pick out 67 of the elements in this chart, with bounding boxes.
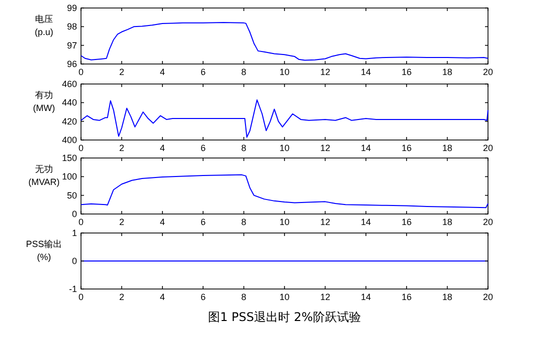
x-tick-label: 2 xyxy=(119,67,124,77)
x-tick-label: 20 xyxy=(482,217,494,227)
y-tick-label: 0 xyxy=(72,256,77,266)
x-tick-label: 4 xyxy=(160,292,165,302)
y-tick-label: -1 xyxy=(68,284,77,294)
x-tick-label: 16 xyxy=(402,217,412,227)
x-tick-label: 2 xyxy=(119,292,124,302)
y-tick-label: 96 xyxy=(66,59,77,69)
y-tick-label: 400 xyxy=(62,135,77,145)
x-tick-label: 12 xyxy=(320,217,330,227)
x-tick-label: 4 xyxy=(160,143,165,153)
x-tick-label: 20 xyxy=(482,292,494,302)
y-tick-label: 97 xyxy=(66,40,77,50)
y-axis-title: 无功 (MVAR) xyxy=(28,164,60,187)
x-tick-label: 8 xyxy=(241,67,246,77)
x-tick-label: 0 xyxy=(78,292,84,302)
x-tick-label: 10 xyxy=(279,67,290,77)
y-axis-title: 电压 (p.u) xyxy=(34,14,54,37)
y-tick-label: 50 xyxy=(66,190,77,200)
x-tick-label: 14 xyxy=(360,67,371,77)
y-axis-title: 有功 (MW) xyxy=(33,90,55,113)
x-tick-label: 4 xyxy=(160,217,165,227)
x-tick-label: 12 xyxy=(320,292,330,302)
x-tick-label: 0 xyxy=(78,217,84,227)
line-series xyxy=(80,174,488,208)
x-tick-label: 8 xyxy=(241,292,246,302)
x-tick-label: 18 xyxy=(442,67,452,77)
x-tick-label: 2 xyxy=(119,143,124,153)
y-tick-label: 100 xyxy=(62,172,77,182)
x-tick-label: 6 xyxy=(200,292,206,302)
x-tick-label: 10 xyxy=(279,292,290,302)
y-tick-label: 460 xyxy=(62,79,77,89)
x-tick-label: 6 xyxy=(200,217,206,227)
x-tick-label: 8 xyxy=(241,217,246,227)
x-tick-label: 16 xyxy=(402,67,412,77)
line-series xyxy=(80,99,488,138)
x-tick-label: 0 xyxy=(78,67,84,77)
caption: 图1 PSS退出时 2%阶跃试验 xyxy=(208,310,361,324)
y-axis-title: PSS输出 (%) xyxy=(26,239,62,262)
x-tick-label: 12 xyxy=(320,143,330,153)
y-tick-label: 150 xyxy=(62,153,77,163)
x-tick-label: 2 xyxy=(119,217,124,227)
x-tick-label: 8 xyxy=(241,143,246,153)
x-tick-label: 18 xyxy=(442,143,452,153)
x-tick-label: 14 xyxy=(360,217,371,227)
x-tick-label: 10 xyxy=(279,217,290,227)
y-tick-label: 440 xyxy=(62,98,77,108)
x-tick-label: 14 xyxy=(360,292,371,302)
x-tick-label: 6 xyxy=(200,67,206,77)
x-tick-label: 14 xyxy=(360,143,371,153)
x-tick-label: 16 xyxy=(402,143,412,153)
x-tick-label: 4 xyxy=(160,67,165,77)
x-tick-label: 18 xyxy=(442,217,452,227)
x-tick-label: 16 xyxy=(402,292,412,302)
x-tick-label: 18 xyxy=(442,292,452,302)
x-tick-label: 10 xyxy=(279,143,290,153)
x-tick-label: 6 xyxy=(200,143,206,153)
x-tick-label: 20 xyxy=(482,67,494,77)
y-tick-label: 98 xyxy=(66,22,77,32)
x-tick-label: 20 xyxy=(482,143,494,153)
y-tick-label: 420 xyxy=(62,116,77,126)
y-tick-label: 1 xyxy=(72,228,77,238)
y-tick-label: 99 xyxy=(66,3,77,13)
x-tick-label: 0 xyxy=(78,143,84,153)
y-tick-label: 0 xyxy=(72,209,77,219)
x-tick-label: 12 xyxy=(320,67,330,77)
line-series xyxy=(80,22,488,61)
